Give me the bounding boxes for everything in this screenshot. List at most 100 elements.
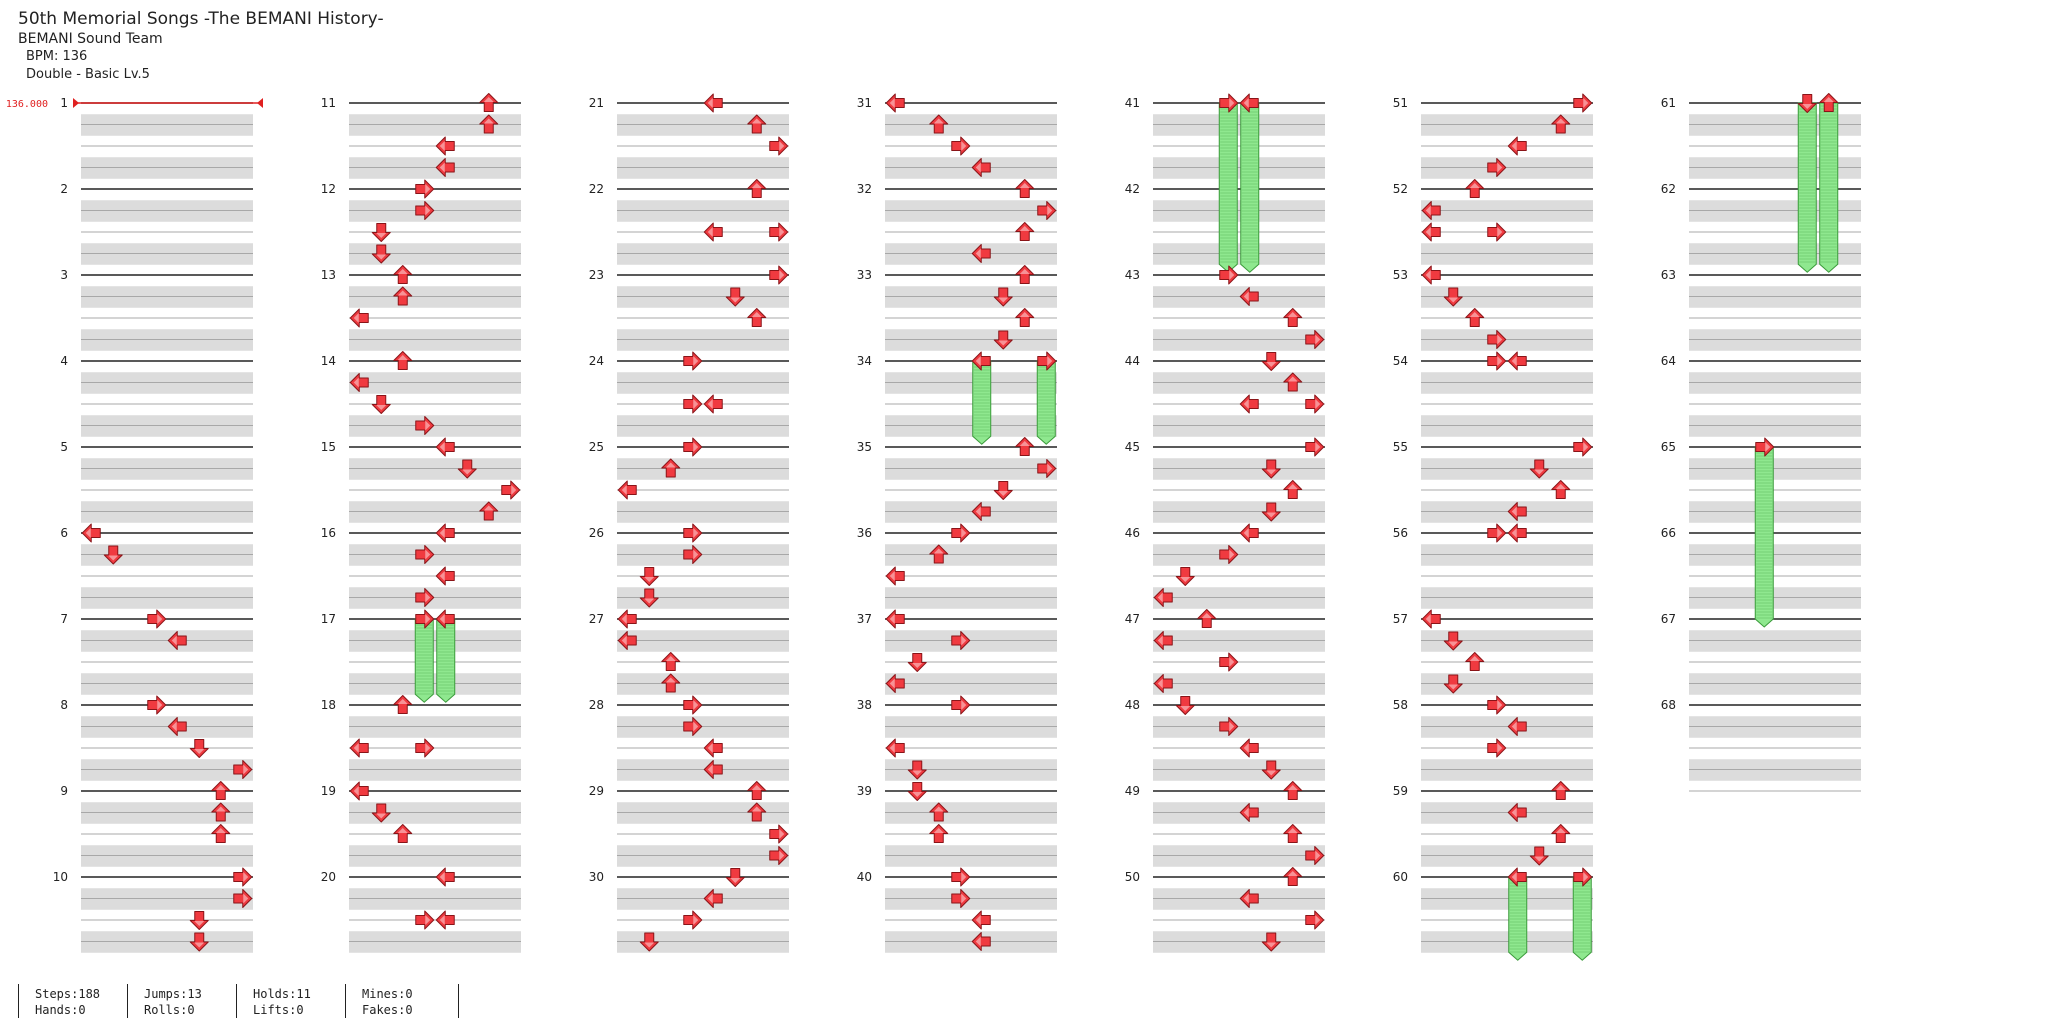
left-arrow-icon xyxy=(1239,803,1259,822)
measure-label: 65 xyxy=(1661,440,1676,454)
left-arrow-icon xyxy=(971,910,991,930)
up-arrow-icon xyxy=(1015,179,1035,198)
up-arrow-icon xyxy=(211,824,231,843)
right-arrow-icon xyxy=(683,717,703,736)
right-arrow-icon xyxy=(951,136,971,156)
up-arrow-icon xyxy=(929,824,949,843)
measure-label: 3 xyxy=(60,268,68,282)
right-arrow-icon xyxy=(951,695,971,715)
down-arrow-icon xyxy=(1175,567,1195,586)
right-arrow-icon xyxy=(415,201,435,220)
measure-label: 1 xyxy=(60,96,68,110)
up-arrow-icon xyxy=(1465,179,1485,198)
up-arrow-icon xyxy=(1551,781,1571,800)
right-arrow-icon xyxy=(769,222,789,242)
measure-label: 20 xyxy=(321,870,336,884)
up-arrow-icon xyxy=(1551,480,1571,499)
measure-label: 30 xyxy=(589,870,604,884)
right-arrow-icon xyxy=(683,910,703,930)
right-arrow-icon xyxy=(1219,717,1239,736)
right-arrow-icon xyxy=(683,351,703,371)
measure-label: 25 xyxy=(589,440,604,454)
up-arrow-icon xyxy=(747,179,767,198)
down-arrow-icon xyxy=(103,545,123,565)
down-arrow-icon xyxy=(1529,846,1549,866)
measure-label: 52 xyxy=(1393,182,1408,196)
measure-label: 44 xyxy=(1125,354,1140,368)
right-arrow-icon xyxy=(1573,867,1593,887)
measure-label: 5 xyxy=(60,440,68,454)
left-arrow-icon xyxy=(435,566,455,586)
measure-label: 35 xyxy=(857,440,872,454)
left-arrow-icon xyxy=(885,674,905,693)
right-arrow-icon xyxy=(1487,158,1507,177)
right-arrow-icon xyxy=(683,545,703,564)
measure-label: 28 xyxy=(589,698,604,712)
left-arrow-icon xyxy=(703,394,723,414)
down-arrow-icon xyxy=(1443,674,1463,694)
right-arrow-icon xyxy=(769,846,789,865)
up-arrow-icon xyxy=(1015,308,1035,327)
down-arrow-icon xyxy=(1261,502,1281,522)
measure-label: 40 xyxy=(857,870,872,884)
song-artist: BEMANI Sound Team xyxy=(18,31,163,47)
down-arrow-icon xyxy=(371,223,391,242)
measure-label: 48 xyxy=(1125,698,1140,712)
up-arrow-icon xyxy=(1819,93,1839,112)
right-arrow-icon xyxy=(415,545,435,564)
right-arrow-icon xyxy=(769,265,789,285)
stat-steps: Steps:188 xyxy=(35,987,101,1001)
stat-holds: Holds:11 xyxy=(253,987,311,1001)
down-arrow-icon xyxy=(993,330,1013,350)
down-arrow-icon xyxy=(1797,94,1817,113)
down-arrow-icon xyxy=(1443,631,1463,651)
stat-fakes: Fakes:0 xyxy=(362,1003,413,1017)
right-arrow-icon xyxy=(233,760,253,779)
measure-label: 56 xyxy=(1393,526,1408,540)
up-arrow-icon xyxy=(661,458,681,478)
measure-label: 9 xyxy=(60,784,68,798)
left-arrow-icon xyxy=(1239,93,1259,113)
left-arrow-icon xyxy=(1507,351,1527,371)
right-arrow-icon xyxy=(1305,394,1325,414)
measure-label: 50 xyxy=(1125,870,1140,884)
right-arrow-icon xyxy=(415,738,435,758)
down-arrow-icon xyxy=(993,287,1013,307)
left-arrow-icon xyxy=(703,222,723,242)
right-arrow-icon xyxy=(1037,201,1057,220)
left-arrow-icon xyxy=(1507,136,1527,156)
right-arrow-icon xyxy=(683,695,703,715)
measure-label: 32 xyxy=(857,182,872,196)
stat-jumps: Jumps:13 xyxy=(144,987,202,1001)
left-arrow-icon xyxy=(1239,523,1259,543)
up-arrow-icon xyxy=(1465,308,1485,327)
down-arrow-icon xyxy=(457,459,477,479)
measure-label: 13 xyxy=(321,268,336,282)
down-arrow-icon xyxy=(189,911,209,930)
down-arrow-icon xyxy=(993,481,1013,500)
left-arrow-icon xyxy=(1153,674,1173,693)
left-arrow-icon xyxy=(1507,867,1527,887)
down-arrow-icon xyxy=(1261,932,1281,952)
up-arrow-icon xyxy=(479,501,499,521)
measure-label: 63 xyxy=(1661,268,1676,282)
right-arrow-icon xyxy=(1305,910,1325,930)
measure-label: 10 xyxy=(53,870,68,884)
up-arrow-icon xyxy=(1283,480,1303,499)
down-arrow-icon xyxy=(371,244,391,264)
right-arrow-icon xyxy=(1487,330,1507,349)
right-arrow-icon xyxy=(415,179,435,199)
measure-label: 51 xyxy=(1393,96,1408,110)
measure-label: 11 xyxy=(321,96,336,110)
bpm-marker: 136.000 xyxy=(6,98,263,110)
right-arrow-icon xyxy=(769,824,789,844)
right-arrow-icon xyxy=(415,910,435,930)
measure-label: 68 xyxy=(1661,698,1676,712)
right-arrow-icon xyxy=(1037,459,1057,478)
right-arrow-icon xyxy=(1755,437,1775,457)
measure-label: 58 xyxy=(1393,698,1408,712)
up-arrow-icon xyxy=(393,351,413,370)
right-arrow-icon xyxy=(1219,652,1239,672)
up-arrow-icon xyxy=(1015,437,1035,456)
measure-label: 43 xyxy=(1125,268,1140,282)
